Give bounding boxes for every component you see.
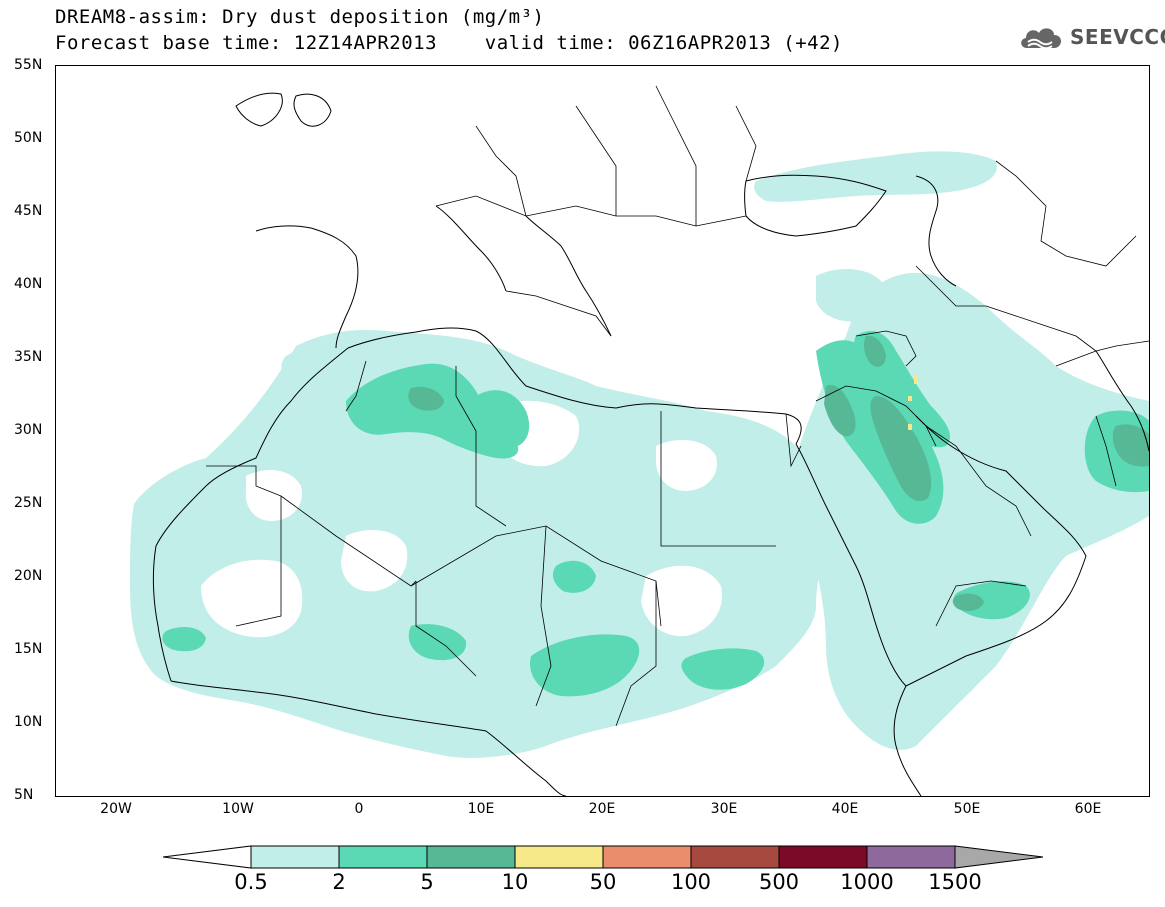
deposition-area-5-10 <box>408 335 1149 611</box>
lat-label-35n: 35N <box>14 349 43 365</box>
colorbar-label-0p5: 0.5 <box>234 870 268 894</box>
lon-label-20e: 20E <box>588 801 616 817</box>
lon-label-50e: 50E <box>953 801 981 817</box>
colorbar-swatch-2-5 <box>338 845 428 869</box>
colorbar-swatch-500-1000 <box>778 845 868 869</box>
colorbar-label-1500: 1500 <box>928 870 982 894</box>
colorbar-label-100: 100 <box>670 870 712 894</box>
colorbar <box>163 845 1043 869</box>
colorbar-label-2: 2 <box>332 870 346 894</box>
colorbar-swatch-0p5-2 <box>250 845 340 869</box>
lat-label-30n: 30N <box>14 422 43 438</box>
lon-label-30e: 30E <box>710 801 738 817</box>
colorbar-label-500: 500 <box>758 870 800 894</box>
lon-label-10w: 10W <box>222 801 254 817</box>
colorbar-swatch-50-100 <box>602 845 692 869</box>
lat-label-25n: 25N <box>14 495 43 511</box>
colorbar-label-5: 5 <box>420 870 434 894</box>
colorbar-swatch-5-10 <box>426 845 516 869</box>
lon-label-10e: 10E <box>467 801 495 817</box>
lon-label-0: 0 <box>354 801 364 817</box>
lon-label-60e: 60E <box>1074 801 1102 817</box>
lat-label-50n: 50N <box>14 130 43 146</box>
lat-label-10n: 10N <box>14 714 43 730</box>
cloud-icon <box>1021 28 1062 50</box>
colorbar-under-arrow <box>163 845 252 869</box>
borders <box>206 85 1149 727</box>
lon-label-20w: 20W <box>100 801 132 817</box>
dust-deposition-map <box>130 85 1149 796</box>
lat-label-40n: 40N <box>14 276 43 292</box>
seevccc-logo: SEEVCCC <box>1018 22 1165 52</box>
colorbar-label-1000: 1000 <box>840 870 894 894</box>
coastlines <box>152 92 1149 796</box>
deposition-area-0p5-2 <box>130 151 1149 758</box>
deposition-area-10-50 <box>908 376 918 430</box>
logo-text: SEEVCCC <box>1070 25 1165 49</box>
forecast-time-line: Forecast base time: 12Z14APR2013 valid t… <box>55 32 843 54</box>
lat-label-20n: 20N <box>14 568 43 584</box>
lat-label-55n: 55N <box>14 57 43 73</box>
colorbar-swatch-100-500 <box>690 845 780 869</box>
lon-label-40e: 40E <box>831 801 859 817</box>
colorbar-swatch-1000-1500 <box>866 845 956 869</box>
lat-label-45n: 45N <box>14 203 43 219</box>
map-panel <box>55 65 1150 797</box>
colorbar-label-50: 50 <box>589 870 617 894</box>
colorbar-label-10: 10 <box>501 870 529 894</box>
colorbar-over-arrow <box>954 845 1043 869</box>
map-title: DREAM8-assim: Dry dust deposition (mg/m³… <box>55 6 545 28</box>
lat-label-15n: 15N <box>14 641 43 657</box>
colorbar-swatch-10-50 <box>514 845 604 869</box>
lat-label-5n: 5N <box>14 787 34 803</box>
